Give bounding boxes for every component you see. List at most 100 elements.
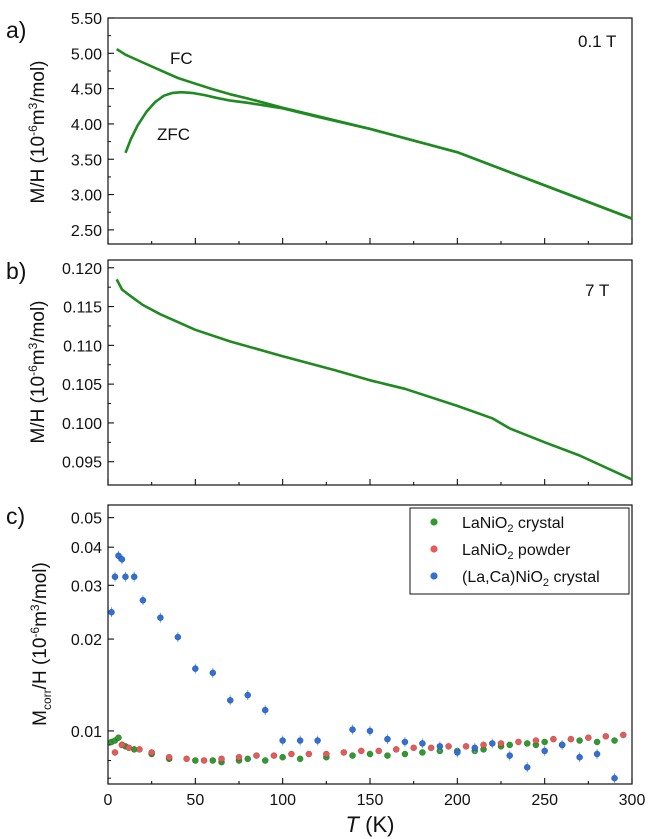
panel-b-label: b)	[6, 258, 26, 284]
panel-b-x-axis	[107, 479, 633, 485]
y-tick-label: 0.01	[71, 724, 102, 741]
data-point-laca-nio2-crystal	[261, 706, 269, 714]
data-point-laca-nio2-crystal	[366, 727, 374, 735]
data-point-lanio2-powder	[218, 755, 225, 763]
data-point-lanio2-crystal	[523, 740, 531, 747]
data-point-laca-nio2-crystal	[244, 691, 252, 699]
data-point-lanio2-powder	[165, 753, 173, 761]
data-point-laca-nio2-crystal	[108, 608, 115, 616]
data-point-lanio2-powder	[357, 747, 365, 755]
data-point-lanio2-powder	[497, 740, 505, 747]
y-tick-label: 3.00	[71, 188, 102, 205]
y-tick-label: 0.105	[62, 377, 102, 394]
data-point-lanio2-crystal	[593, 738, 601, 746]
data-point-laca-nio2-crystal	[506, 752, 514, 759]
data-point-laca-nio2-crystal	[436, 743, 444, 750]
data-point-lanio2-powder	[270, 752, 278, 759]
data-point-lanio2-powder	[515, 738, 522, 746]
panel-b-frame	[107, 259, 633, 486]
data-point-lanio2-powder	[584, 734, 592, 742]
legend: LaNiO2 crystal LaNiO2 powder (La,Ca)NiO2…	[409, 507, 630, 595]
data-point-laca-nio2-crystal	[157, 614, 164, 622]
data-point-laca-nio2-crystal	[541, 747, 549, 755]
data-point-laca-nio2-crystal	[118, 555, 126, 563]
data-point-laca-nio2-crystal	[593, 750, 601, 758]
data-point-lanio2-crystal	[279, 753, 287, 761]
data-point-lanio2-crystal	[115, 734, 122, 742]
panel-b-y-axis: 0.095 0.100 0.105 0.110 0.115 0.120	[62, 261, 114, 472]
data-point-lanio2-crystal	[261, 757, 269, 764]
data-point-lanio2-powder	[462, 743, 470, 750]
y-tick-label: 3.50	[71, 152, 102, 169]
x-tick-label: 100	[269, 792, 296, 809]
legend-label-lanio2-powder: LaNiO2 powder	[462, 542, 571, 562]
data-point-lanio2-powder	[125, 744, 133, 752]
data-point-laca-nio2-crystal	[611, 774, 618, 782]
data-point-lanio2-crystal	[366, 750, 374, 758]
data-point-laca-nio2-crystal	[349, 726, 356, 733]
data-point-laca-nio2-crystal	[209, 669, 217, 677]
data-point-laca-nio2-crystal	[558, 741, 566, 749]
y-tick-label: 0.095	[62, 455, 102, 472]
panel-c-x-axis: 0 50 100 150 200 250 300	[104, 778, 646, 809]
data-point-lanio2-crystal	[419, 749, 426, 756]
data-point-lanio2-powder	[322, 750, 330, 758]
data-point-lanio2-powder	[427, 744, 435, 752]
panel-a-plot-area	[116, 48, 633, 220]
legend-marker-lanio2-powder	[430, 545, 438, 553]
data-point-laca-nio2-crystal	[139, 596, 147, 604]
data-point-lanio2-powder	[392, 746, 400, 753]
data-point-lanio2-crystal	[191, 757, 199, 764]
data-point-lanio2-powder	[253, 752, 260, 759]
data-point-lanio2-powder	[532, 737, 540, 744]
legend-item-lanio2-powder: LaNiO2 powder	[430, 542, 571, 562]
y-tick-label: 0.115	[63, 300, 102, 317]
legend-label-lanio2-crystal: LaNiO2 crystal	[462, 515, 564, 535]
panel-b-annotation: 7 T	[585, 281, 609, 300]
data-point-lanio2-crystal	[576, 737, 583, 744]
data-point-lanio2-powder	[118, 741, 126, 749]
y-tick-label: 0.05	[71, 511, 102, 528]
x-tick-label: 200	[444, 792, 471, 809]
legend-marker-lanio2-crystal	[430, 518, 438, 526]
high-field-curve	[115, 278, 633, 481]
fc-curve	[116, 48, 633, 220]
data-point-lanio2-powder	[567, 735, 575, 743]
legend-label-laca-nio2-crystal: (La,Ca)NiO2 crystal	[462, 569, 600, 589]
data-point-laca-nio2-crystal	[419, 740, 426, 747]
y-tick-label: 5.50	[71, 11, 102, 28]
legend-item-laca-nio2-crystal: (La,Ca)NiO2 crystal	[430, 569, 600, 589]
data-point-lanio2-powder	[136, 746, 143, 753]
data-point-laca-nio2-crystal	[130, 573, 138, 581]
data-point-lanio2-crystal	[611, 737, 618, 744]
data-point-lanio2-powder	[340, 749, 348, 756]
data-point-lanio2-crystal	[506, 741, 514, 749]
y-tick-label: 4.50	[71, 82, 102, 99]
data-point-lanio2-powder	[480, 741, 487, 749]
data-point-laca-nio2-crystal	[384, 735, 391, 743]
data-point-laca-nio2-crystal	[471, 744, 479, 752]
data-point-laca-nio2-crystal	[174, 633, 182, 641]
x-tick-label: 150	[357, 792, 384, 809]
panel-a: a) 0.1 T FC ZFC M/H (10-6m3/mol) 2.50 3.0…	[6, 11, 633, 245]
x-axis-title: T (K)	[346, 812, 395, 837]
legend-box	[409, 507, 630, 595]
data-point-laca-nio2-crystal	[523, 763, 531, 771]
panel-a-annotation: 0.1 T	[578, 32, 616, 51]
y-tick-label: 0.03	[71, 578, 102, 595]
data-point-lanio2-powder	[111, 749, 119, 756]
y-tick-label: 2.50	[71, 223, 102, 240]
data-point-lanio2-powder	[305, 750, 313, 758]
data-point-lanio2-crystal	[349, 752, 356, 759]
data-point-laca-nio2-crystal	[488, 740, 496, 747]
data-point-laca-nio2-crystal	[314, 737, 321, 744]
x-tick-label: 0	[104, 792, 113, 809]
panel-b-ylabel: M/H (10-6m3/mol)	[26, 301, 49, 444]
data-point-lanio2-powder	[148, 749, 156, 756]
data-point-lanio2-powder	[445, 743, 452, 750]
data-point-lanio2-crystal	[401, 750, 409, 758]
x-tick-label: 300	[619, 792, 646, 809]
data-point-lanio2-crystal	[384, 752, 391, 759]
panel-a-y-axis: 2.50 3.00 3.50 4.00 4.50 5.00 5.50	[71, 11, 114, 240]
